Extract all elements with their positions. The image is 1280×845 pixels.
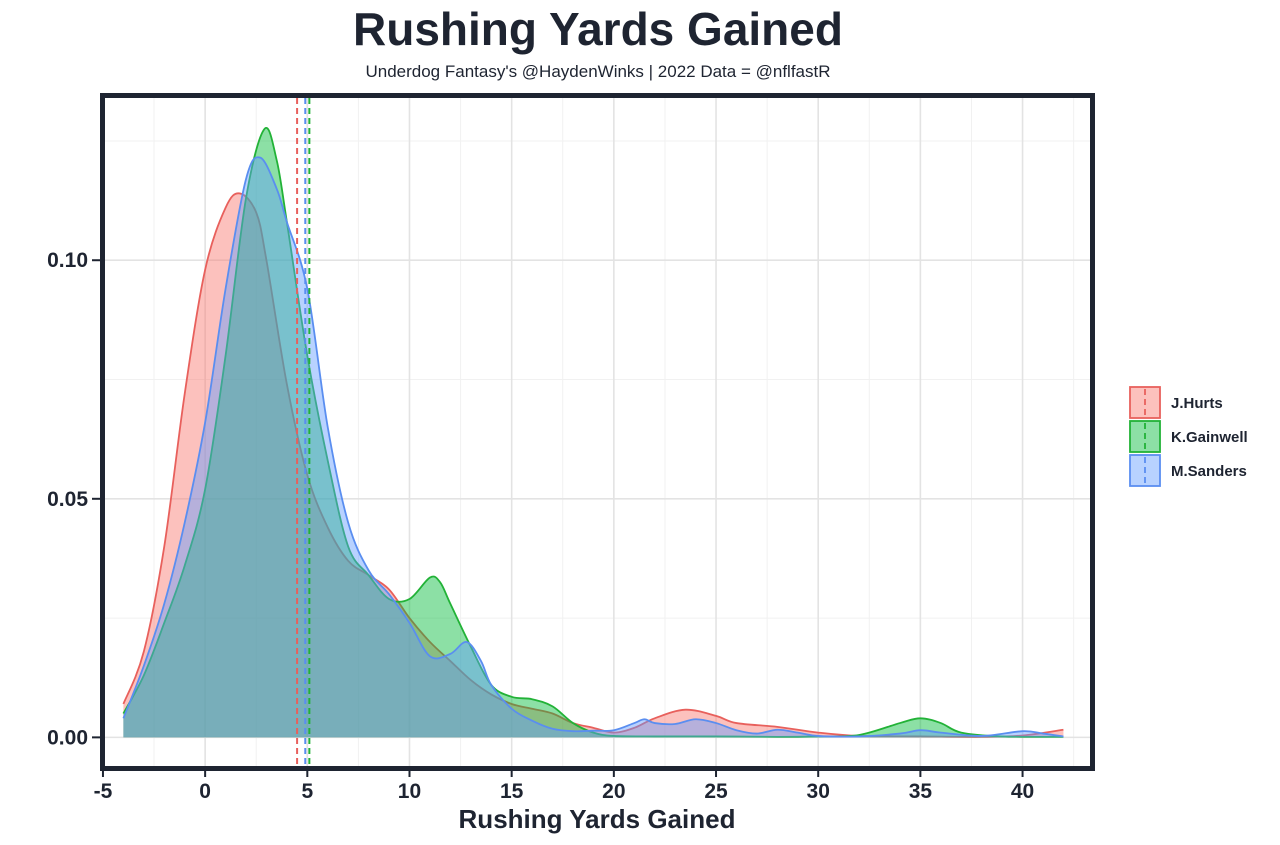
plot-panel-border — [100, 93, 1095, 771]
y-tick-label: 0.10 — [47, 249, 88, 272]
x-axis: -5 0 5 10 15 20 25 30 35 40 — [94, 769, 1034, 803]
chart-subtitle: Underdog Fantasy's @HaydenWinks | 2022 D… — [365, 62, 831, 81]
plot-background — [105, 98, 1090, 766]
density-areas — [122, 126, 1064, 738]
x-tick-label: 0 — [199, 780, 211, 803]
x-tick-label: 40 — [1011, 780, 1034, 803]
legend-label-k-gainwell: K.Gainwell — [1171, 429, 1248, 446]
legend[interactable]: J.Hurts K.Gainwell M.Sanders — [1129, 386, 1248, 487]
density-line-m-sanders — [122, 156, 1064, 738]
x-tick-label: 20 — [602, 780, 625, 803]
legend-label-m-sanders: M.Sanders — [1171, 463, 1247, 480]
density-line-j-hurts — [122, 192, 1064, 738]
x-tick-label: 10 — [398, 780, 421, 803]
x-tick-label: 15 — [500, 780, 524, 803]
legend-item-j-hurts[interactable]: J.Hurts — [1129, 386, 1223, 419]
y-axis: 0.00 0.05 0.10 — [47, 249, 100, 749]
legend-item-k-gainwell[interactable]: K.Gainwell — [1129, 420, 1248, 453]
density-area-j-hurts — [123, 193, 1064, 738]
chart-title: Rushing Yards Gained — [353, 3, 843, 55]
x-tick-label: 5 — [301, 780, 313, 803]
x-tick-label: -5 — [94, 780, 113, 803]
x-axis-title: Rushing Yards Gained — [459, 804, 736, 834]
x-tick-label: 30 — [807, 780, 830, 803]
mean-lines — [296, 98, 311, 766]
y-tick-label: 0.00 — [47, 726, 88, 749]
legend-label-j-hurts: J.Hurts — [1171, 395, 1223, 412]
x-tick-label: 35 — [909, 780, 933, 803]
density-area-k-gainwell — [123, 127, 1064, 738]
grid — [102, 98, 1090, 766]
legend-item-m-sanders[interactable]: M.Sanders — [1129, 454, 1247, 487]
y-tick-label: 0.05 — [47, 488, 88, 511]
density-area-m-sanders — [123, 157, 1064, 738]
x-tick-label: 25 — [704, 780, 728, 803]
